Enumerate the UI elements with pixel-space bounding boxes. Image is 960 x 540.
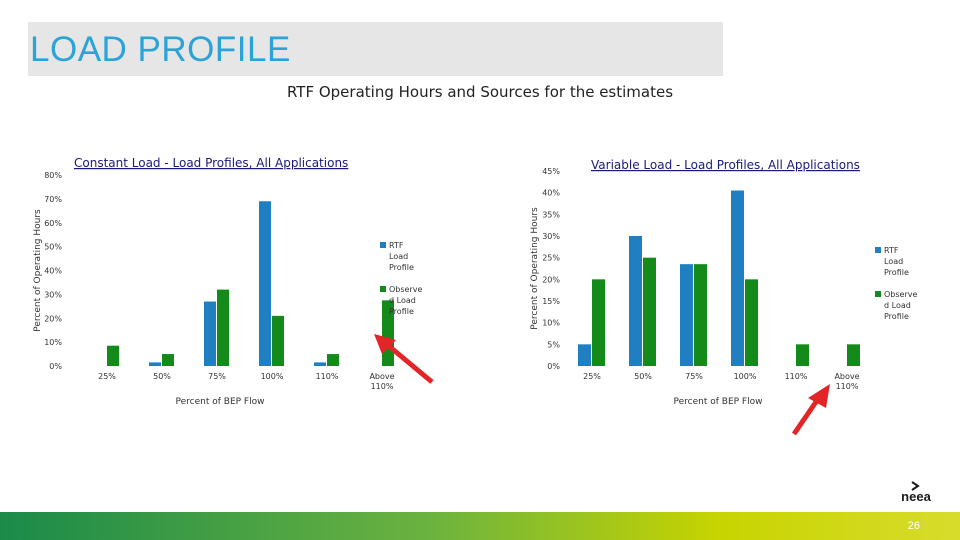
x-tick-label: 25% xyxy=(98,372,116,381)
y-tick-label: 40% xyxy=(542,189,560,198)
y-tick-label: 20% xyxy=(542,275,560,284)
rtf-bar xyxy=(629,236,642,366)
y-tick-label: 20% xyxy=(44,314,62,323)
chart-title: Variable Load - Load Profiles, All Appli… xyxy=(591,158,860,172)
y-tick-label: 45% xyxy=(542,167,560,176)
legend-entry: RTF Load Profile xyxy=(389,241,414,272)
legend-swatch xyxy=(380,242,386,248)
x-axis-label: Percent of BEP Flow xyxy=(674,397,763,407)
observed-bar xyxy=(592,279,605,366)
variable-load-chart-svg: Variable Load - Load Profiles, All Appli… xyxy=(530,158,917,407)
x-tick-label: Above 110% xyxy=(834,372,859,391)
y-tick-label: 30% xyxy=(44,290,62,299)
y-tick-label: 5% xyxy=(547,340,560,349)
y-tick-label: 25% xyxy=(542,254,560,263)
rtf-bar xyxy=(314,362,326,366)
neea-logo: neea xyxy=(896,480,936,506)
y-tick-label: 50% xyxy=(44,243,62,252)
x-tick-label: 50% xyxy=(153,372,171,381)
y-axis-label: Percent of Operating Hours xyxy=(530,207,540,330)
arrow-head xyxy=(374,334,396,354)
y-tick-label: 0% xyxy=(547,362,560,371)
title-band xyxy=(28,22,723,76)
slide-subtitle: RTF Operating Hours and Sources for the … xyxy=(286,83,674,101)
arrow-shaft xyxy=(791,394,823,436)
y-tick-label: 35% xyxy=(542,210,560,219)
rtf-bar xyxy=(731,190,744,366)
x-axis-label: Percent of BEP Flow xyxy=(176,397,265,407)
observed-bar xyxy=(796,344,809,366)
y-tick-label: 10% xyxy=(44,338,62,347)
legend-entry: Observe d Load Profile xyxy=(884,290,917,321)
arrow-head xyxy=(808,384,830,408)
y-tick-label: 80% xyxy=(44,171,62,180)
page-number: 26 xyxy=(907,520,920,532)
rtf-bar xyxy=(259,201,271,366)
arrow-annotation-left xyxy=(374,334,434,384)
x-tick-label: Above 110% xyxy=(369,372,394,391)
legend-entry: Observe d Load Profile xyxy=(389,285,422,316)
slide-title: LOAD PROFILE xyxy=(30,30,291,69)
variable-load-chart: Variable Load - Load Profiles, All Appli… xyxy=(525,150,945,410)
rtf-bar xyxy=(149,362,161,366)
legend-swatch xyxy=(380,286,386,292)
observed-bar xyxy=(694,264,707,366)
rtf-bar xyxy=(680,264,693,366)
legend-swatch xyxy=(875,291,881,297)
legend-swatch xyxy=(875,247,881,253)
y-tick-label: 0% xyxy=(49,362,62,371)
arrow-shaft xyxy=(382,340,434,384)
constant-load-chart-svg: Constant Load - Load Profiles, All Appli… xyxy=(33,156,422,407)
logo-chevron-icon xyxy=(911,481,920,491)
y-axis-label: Percent of Operating Hours xyxy=(33,209,43,332)
footer-bar xyxy=(0,512,960,540)
y-tick-label: 40% xyxy=(44,267,62,276)
x-tick-label: 100% xyxy=(734,372,757,381)
observed-bar xyxy=(847,344,860,366)
observed-bar xyxy=(643,257,656,366)
chart-title: Constant Load - Load Profiles, All Appli… xyxy=(74,156,348,170)
rtf-bar xyxy=(204,301,216,366)
observed-bar xyxy=(217,289,229,366)
x-tick-label: 110% xyxy=(785,372,808,381)
legend-entry: RTF Load Profile xyxy=(884,246,909,277)
x-tick-label: 110% xyxy=(316,372,339,381)
x-tick-label: 100% xyxy=(261,372,284,381)
rtf-bar xyxy=(578,344,591,366)
y-tick-label: 60% xyxy=(44,219,62,228)
observed-bar xyxy=(162,354,174,366)
constant-load-chart: Constant Load - Load Profiles, All Appli… xyxy=(30,150,460,410)
y-tick-label: 15% xyxy=(542,297,560,306)
y-tick-label: 10% xyxy=(542,319,560,328)
arrow-annotation-right xyxy=(791,384,830,436)
y-tick-label: 30% xyxy=(542,232,560,241)
observed-bar xyxy=(327,354,339,366)
observed-bar xyxy=(745,279,758,366)
x-tick-label: 75% xyxy=(208,372,226,381)
x-tick-label: 75% xyxy=(685,372,703,381)
y-tick-label: 70% xyxy=(44,195,62,204)
x-tick-label: 50% xyxy=(634,372,652,381)
logo-text: neea xyxy=(901,489,931,504)
observed-bar xyxy=(107,345,119,366)
x-tick-label: 25% xyxy=(583,372,601,381)
observed-bar xyxy=(272,315,284,366)
